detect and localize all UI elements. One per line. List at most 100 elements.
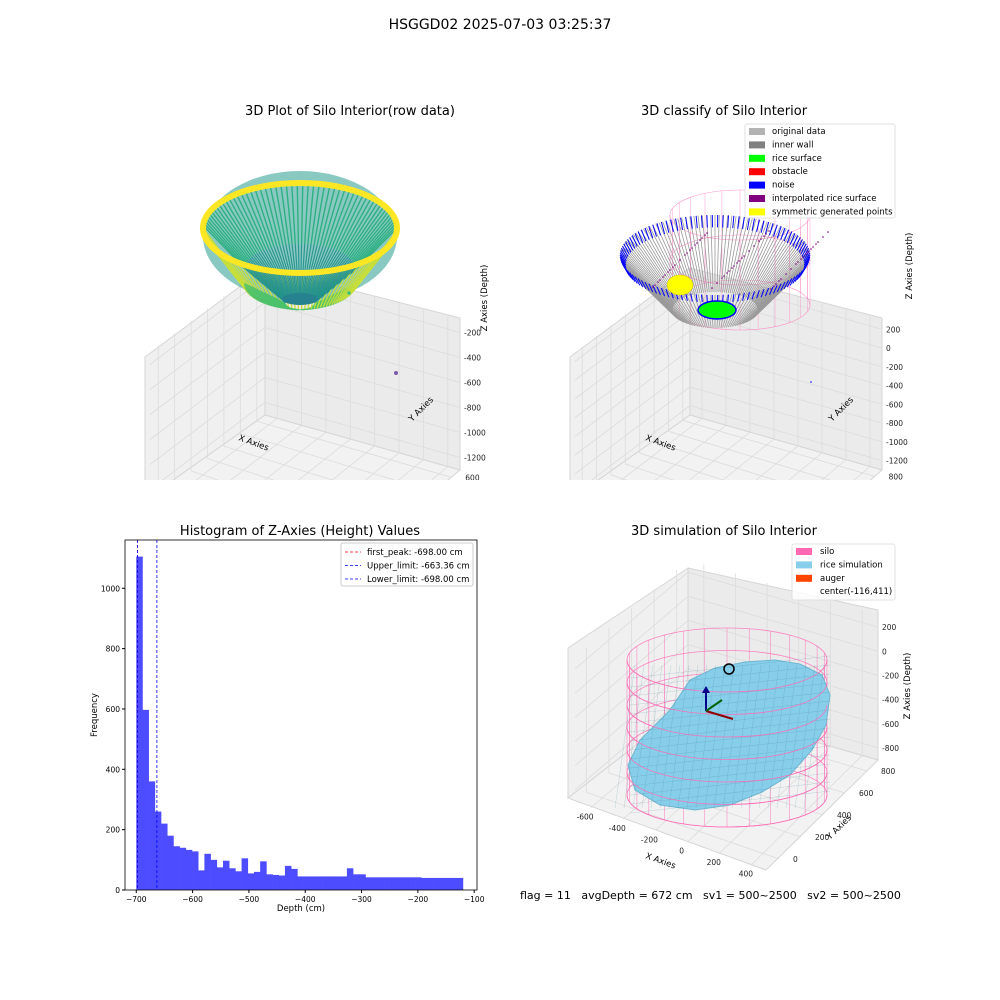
plot4-ztick: 200 bbox=[882, 623, 897, 632]
plot1-bowl-line bbox=[203, 222, 246, 268]
plot3-xlabel: Depth (cm) bbox=[277, 904, 325, 914]
plot1-bowl-line bbox=[208, 212, 249, 262]
plot4-ztick: -400 bbox=[882, 696, 899, 705]
plot2-interpolated-point bbox=[765, 233, 767, 235]
plot2-interpolated-point bbox=[795, 263, 797, 265]
plot2-inner-wall-line bbox=[725, 216, 741, 293]
plot1-bowl-bottom bbox=[282, 293, 318, 305]
plot1-gridline bbox=[149, 277, 266, 365]
plot2-inner-wall-line bbox=[755, 244, 807, 306]
plot2-noise-line bbox=[783, 280, 789, 290]
plot2-inner-wall-line bbox=[749, 278, 793, 321]
plot2-noise-line bbox=[789, 276, 796, 286]
plot4-mesh-line bbox=[677, 664, 699, 809]
plot2-inner-wall-line bbox=[731, 218, 753, 294]
plot2-noise-line bbox=[786, 278, 793, 288]
plot2-interpolated-point bbox=[790, 268, 792, 270]
plot2-noise-line bbox=[776, 226, 782, 239]
figure-title: HSGGD02 2025-07-03 03:25:37 bbox=[388, 17, 612, 33]
plot3-histogram-bar bbox=[334, 876, 342, 890]
plot2-interpolated-point bbox=[649, 229, 651, 231]
plot3-histogram-bar bbox=[384, 877, 391, 890]
plot2-noise-line bbox=[742, 216, 745, 230]
plot1-bowl-line bbox=[291, 183, 296, 244]
plot3-histogram-bar bbox=[161, 823, 168, 890]
plot1-gridline bbox=[364, 452, 400, 480]
plot1-bowl-line bbox=[285, 183, 293, 244]
plot2-noise-line bbox=[732, 294, 735, 302]
plot2-inner-wall-line bbox=[755, 242, 806, 305]
plot2-interpolated-point bbox=[679, 259, 681, 261]
plot2-noise-line bbox=[695, 294, 698, 302]
plot1-bowl-line bbox=[299, 243, 303, 297]
plot1-gridline bbox=[331, 445, 375, 480]
plot1-bowl-line bbox=[328, 189, 351, 248]
plot3-histogram-bar bbox=[452, 877, 459, 890]
plot2-noise-line bbox=[780, 281, 786, 291]
plot4-mesh-line bbox=[629, 691, 831, 715]
status-footer: flag = 11 avgDepth = 672 cm sv1 = 500~25… bbox=[520, 889, 901, 902]
plot3-histogram-bar bbox=[371, 877, 379, 890]
plot1-bowl-line bbox=[214, 205, 253, 258]
plot2-gridline bbox=[689, 367, 883, 424]
plot3-ytick: 400 bbox=[106, 765, 121, 774]
plot2-interpolated-point bbox=[662, 276, 664, 278]
plot2-inner-wall-line bbox=[689, 216, 705, 293]
plot2-inner-wall-line bbox=[720, 215, 729, 293]
plot1-ytick: 600 bbox=[465, 473, 480, 480]
plot1-bowl-line bbox=[316, 185, 331, 246]
plot3-ytick: 0 bbox=[115, 886, 120, 895]
plot1-bowl-line bbox=[319, 185, 336, 246]
plot4-gridline bbox=[574, 692, 689, 791]
plot3-xtick: −600 bbox=[182, 895, 203, 904]
plot4-mesh-line bbox=[722, 664, 744, 809]
plot2-noise-line bbox=[631, 235, 638, 247]
plot4-silo-front-ring bbox=[626, 659, 828, 693]
plot1-bowl-line bbox=[351, 212, 392, 262]
plot2-interpolated-point bbox=[812, 246, 814, 248]
plot2-inner-wall-line bbox=[701, 215, 710, 293]
plot2-noise-line bbox=[796, 270, 803, 280]
plot2-noise-line bbox=[786, 231, 793, 244]
plot2-noise-line bbox=[627, 239, 634, 251]
plot1-bowl-line bbox=[244, 190, 270, 249]
plot2-noise-line bbox=[656, 223, 661, 236]
plot2-interpolated-point bbox=[701, 237, 703, 239]
plot1-bowl-line bbox=[335, 261, 365, 304]
plot1-ztick: -600 bbox=[464, 379, 481, 388]
plot1-ztick: -1200 bbox=[464, 454, 486, 463]
plot4-mesh-line bbox=[629, 736, 831, 760]
plot4-ztick: -200 bbox=[882, 671, 899, 680]
plot1-gridline bbox=[264, 402, 461, 458]
plot3-histogram-bar bbox=[247, 873, 255, 890]
plot2-interpolated-point bbox=[669, 269, 671, 271]
plot2-inner-wall-line bbox=[625, 240, 676, 304]
plot3-histogram-bar bbox=[439, 877, 447, 890]
plot2-inner-wall-line bbox=[748, 229, 790, 299]
plot2-interpolated-point bbox=[704, 234, 706, 236]
plot4-zlabel: Z Axies (Depth) bbox=[903, 653, 913, 720]
plot1-bowl-line bbox=[297, 243, 301, 297]
plot1-bowl-line bbox=[250, 256, 288, 301]
plot3-histogram-bar bbox=[198, 870, 205, 890]
plot3-histogram-bar bbox=[272, 874, 280, 890]
plot2-zlabel: Z Axies (Depth) bbox=[905, 233, 915, 300]
plot4-mesh-line bbox=[803, 664, 825, 809]
plot2-gridline bbox=[689, 348, 883, 405]
plot3-histogram-bar bbox=[297, 876, 304, 890]
plot3-xtick: −100 bbox=[464, 895, 485, 904]
plot1-bowl-line bbox=[314, 267, 357, 304]
plot2-inner-wall-line bbox=[756, 245, 808, 307]
plot2-interpolated-point bbox=[667, 271, 669, 273]
plot2-inner-wall-line bbox=[685, 292, 703, 328]
plot4-gridline bbox=[687, 595, 879, 652]
plot2-noise-line bbox=[794, 237, 801, 249]
plot1-bowl-line bbox=[338, 195, 369, 252]
plot4-ztick: -600 bbox=[882, 720, 899, 729]
plot1-bowl-line bbox=[307, 183, 315, 244]
plot2-interpolated-point bbox=[770, 288, 772, 290]
plot2-ztick: -1000 bbox=[886, 438, 908, 447]
plot2-interpolated-point bbox=[728, 270, 730, 272]
plot2-noise-line bbox=[620, 247, 628, 259]
plot4-mesh-line bbox=[749, 664, 771, 809]
